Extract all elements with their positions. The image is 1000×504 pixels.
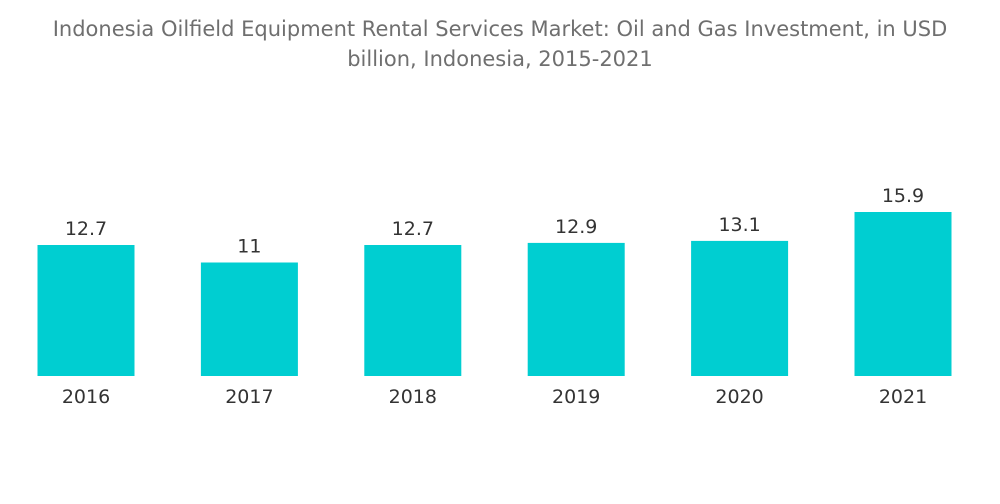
bar-2018 <box>364 245 462 376</box>
x-tick-label-2019: 2019 <box>552 386 600 408</box>
value-label-2019: 12.9 <box>555 216 597 238</box>
x-tick-label-2017: 2017 <box>225 386 273 408</box>
bar-2019 <box>527 242 625 376</box>
bar-2016 <box>37 245 135 376</box>
value-label-2020: 13.1 <box>718 214 760 236</box>
x-tick-label-2021: 2021 <box>879 386 927 408</box>
value-label-2016: 12.7 <box>65 218 107 240</box>
x-tick-label-2018: 2018 <box>389 386 437 408</box>
x-tick-label-2016: 2016 <box>62 386 110 408</box>
value-label-2021: 15.9 <box>882 185 924 207</box>
bar-2020 <box>691 240 789 376</box>
value-label-2018: 12.7 <box>392 218 434 240</box>
x-tick-label-2020: 2020 <box>715 386 763 408</box>
chart-title-line-1: Indonesia Oilfield Equipment Rental Serv… <box>52 17 948 41</box>
bar-2021 <box>854 212 952 376</box>
bar-2017 <box>200 262 298 376</box>
chart-title-line-2: billion, Indonesia, 2015-2021 <box>347 47 653 71</box>
value-label-2017: 11 <box>237 236 261 258</box>
chart-title: Indonesia Oilfield Equipment Rental Serv… <box>0 14 1000 74</box>
